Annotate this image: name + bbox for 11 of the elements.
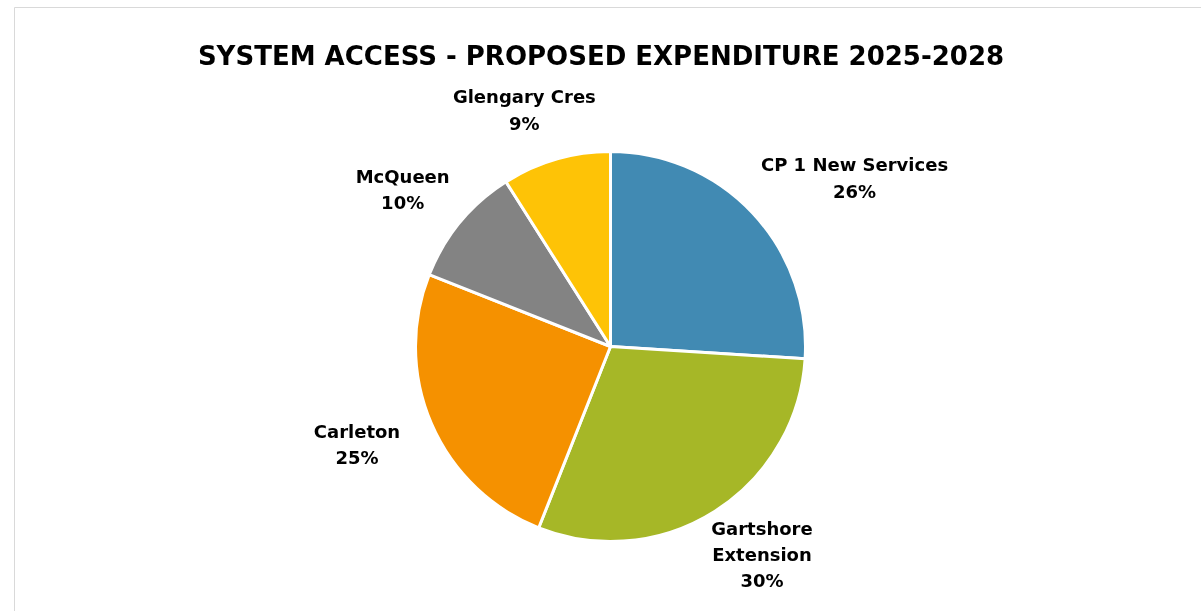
data-label: 9% <box>509 112 540 134</box>
data-label: 26% <box>832 180 877 202</box>
slice-label: Glengary Cres <box>452 86 596 108</box>
slice-label: CP 1 New Services <box>760 154 949 176</box>
slice-label: Carleton <box>313 420 401 442</box>
slice-label: McQueen <box>355 165 450 187</box>
slice-label: Gartshore Extension <box>711 517 813 565</box>
data-label: 10% <box>381 192 425 214</box>
data-label: 30% <box>740 570 784 592</box>
data-label: 25% <box>335 446 379 468</box>
chart-title: SYSTEM ACCESS - PROPOSED EXPENDITURE 2025-2028 <box>197 40 1005 71</box>
